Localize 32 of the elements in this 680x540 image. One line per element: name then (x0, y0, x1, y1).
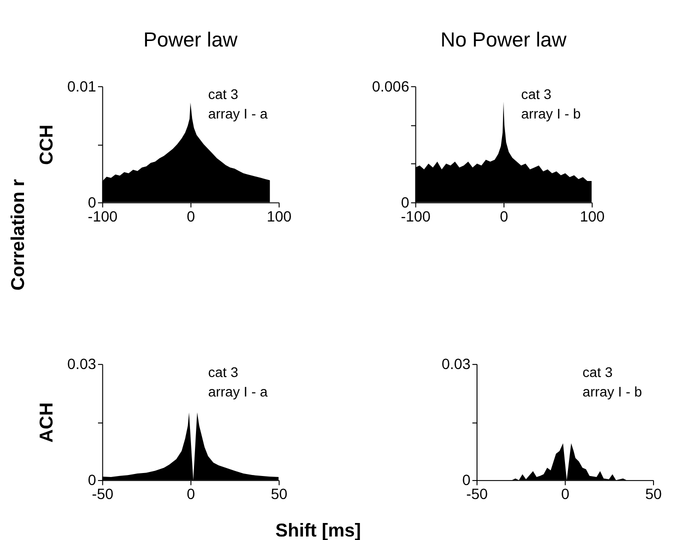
x-tick-label: 100 (580, 209, 605, 226)
x-tick-label: -50 (92, 487, 114, 504)
x-tick-label: 0 (186, 209, 196, 226)
x-tick-label: 50 (645, 487, 662, 504)
x-tick-label: 0 (186, 487, 196, 504)
x-axis-title: Shift [ms] (275, 520, 361, 540)
x-tick-label: 0 (500, 209, 508, 226)
y-tick-label: 0.006 (372, 79, 410, 96)
y-axis-title: ACH (35, 402, 56, 443)
annotation: cat 3 (208, 86, 239, 102)
annotation: array I - a (208, 383, 268, 400)
annotation: cat 3 (521, 86, 552, 102)
y-tick-label: 0 (88, 195, 96, 212)
chart-title: No Power law (440, 29, 567, 52)
y-tick-label: 0.01 (67, 79, 96, 96)
x-tick-label: 0 (561, 487, 570, 504)
x-tick-label: -50 (466, 487, 488, 504)
x-tick-label: -100 (88, 209, 118, 226)
y-tick-label: 0.03 (442, 357, 471, 374)
annotation: array I - a (208, 106, 268, 122)
chart-title: Power law (143, 29, 238, 52)
annotation: array I - b (582, 383, 642, 400)
annotation: cat 3 (208, 364, 239, 380)
x-tick-label: 50 (270, 487, 288, 504)
annotation: cat 3 (582, 364, 613, 380)
x-tick-label: 100 (266, 209, 292, 226)
x-tick-label: -100 (400, 209, 431, 226)
text: Correlation r (7, 179, 28, 291)
y-tick-label: 0 (88, 473, 96, 490)
y-axis-title: CCH (35, 124, 56, 165)
y-tick-label: 0.03 (67, 357, 96, 374)
annotation: array I - b (521, 106, 581, 122)
